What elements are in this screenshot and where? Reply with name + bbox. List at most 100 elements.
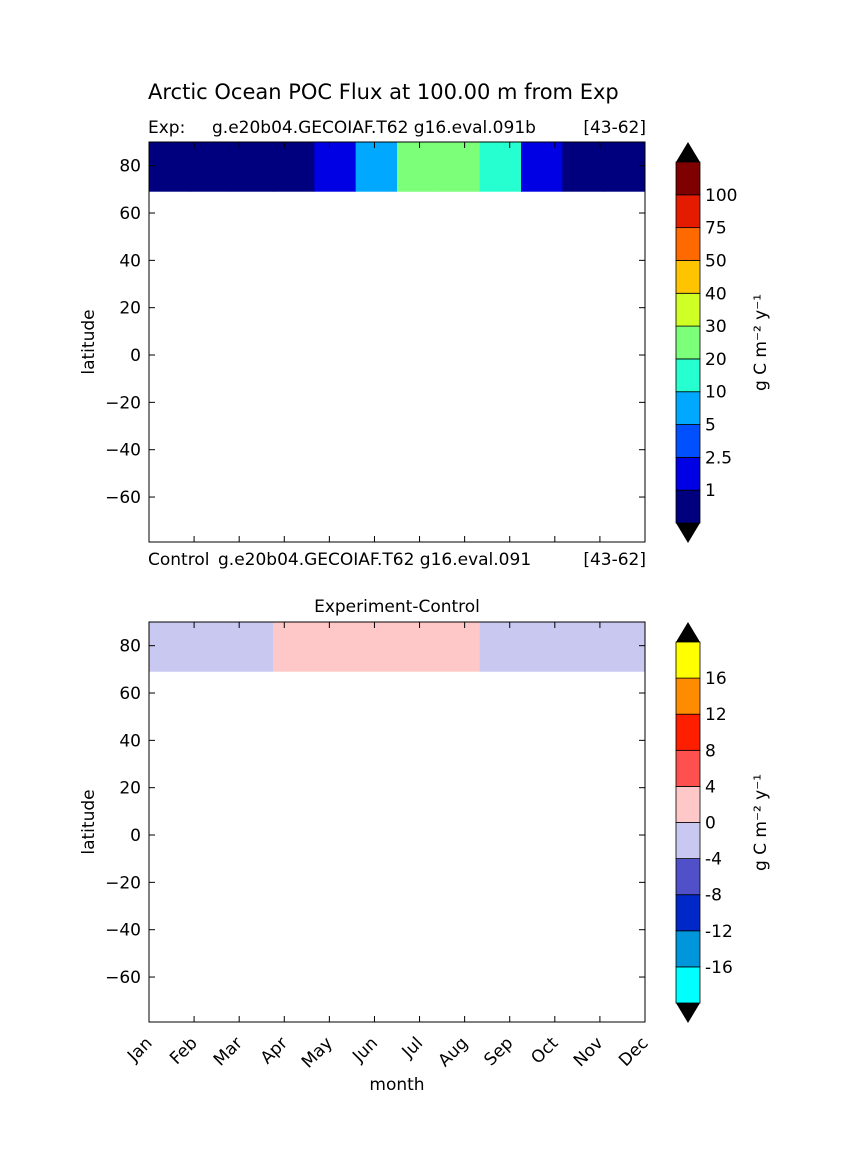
colorbar-extend-min bbox=[676, 1003, 700, 1023]
colorbar-segment bbox=[675, 292, 701, 327]
data-cell bbox=[479, 622, 522, 672]
x-tick-label: Jan bbox=[123, 1033, 156, 1066]
x-axis-label: month bbox=[369, 1075, 424, 1095]
colorbar-segment bbox=[675, 749, 701, 787]
y-tick-label: −20 bbox=[105, 393, 141, 413]
plot-frame bbox=[148, 141, 646, 543]
data-cell bbox=[231, 142, 274, 192]
data-cell bbox=[397, 142, 439, 192]
x-tick-label: Apr bbox=[257, 1033, 292, 1068]
y-tick-label: −60 bbox=[105, 968, 141, 988]
colorbar-segment bbox=[675, 641, 701, 679]
colorbar-segment bbox=[675, 677, 701, 715]
colorbar-segment bbox=[675, 456, 701, 491]
colorbar-tick-label: 100 bbox=[705, 186, 737, 206]
y-tick-label: 40 bbox=[119, 731, 141, 751]
figure-title: Arctic Ocean POC Flux at 100.00 m from E… bbox=[148, 80, 619, 104]
colorbar-segment bbox=[675, 358, 701, 393]
x-tick-label: Nov bbox=[570, 1033, 608, 1071]
colorbar-tick-label: 30 bbox=[705, 317, 727, 337]
bottom-left-label: Control bbox=[148, 550, 209, 570]
colorbar-tick-label: 50 bbox=[705, 251, 727, 271]
y-tick-label: 40 bbox=[119, 251, 141, 271]
bottom-case: g.e20b04.GECOIAF.T62 g16.eval.091 bbox=[218, 550, 531, 570]
top-case: g.e20b04.GECOIAF.T62 g16.eval.091b bbox=[212, 118, 536, 138]
y-tick-label: −60 bbox=[105, 488, 141, 508]
x-tick-label: Jun bbox=[348, 1033, 382, 1067]
data-cell bbox=[603, 142, 646, 192]
colorbar-tick-label: -8 bbox=[705, 886, 722, 906]
data-cell bbox=[231, 622, 274, 672]
y-tick-label: 80 bbox=[119, 637, 141, 657]
colorbar-1: 1 2.5 5 10 20 30 40 50 75 100 g C m⁻² y⁻¹ bbox=[675, 142, 771, 543]
data-cell bbox=[397, 622, 439, 672]
colorbar-tick-label: -4 bbox=[705, 850, 722, 870]
y-axis-label: latitude bbox=[79, 309, 99, 374]
x-tick-label: May bbox=[298, 1033, 337, 1072]
colorbar-segment bbox=[675, 822, 701, 859]
colorbar-tick-label: 20 bbox=[705, 350, 727, 370]
colorbar-segment bbox=[675, 424, 701, 458]
colorbar-tick-label: 0 bbox=[705, 814, 716, 834]
colorbar-tick-label: 5 bbox=[705, 416, 716, 436]
diff-title: Experiment-Control bbox=[314, 597, 480, 617]
y-tick-label: 80 bbox=[119, 157, 141, 177]
data-cell bbox=[190, 622, 233, 672]
colorbar-tick-label: -12 bbox=[705, 922, 733, 942]
colorbar-segment bbox=[675, 894, 701, 932]
colorbar-segment bbox=[675, 227, 701, 261]
colorbar-segment bbox=[675, 966, 701, 1004]
colorbar-label: g C m⁻² y⁻¹ bbox=[751, 774, 771, 871]
colorbar-tick-label: 40 bbox=[705, 284, 727, 304]
colorbar-tick-label: 16 bbox=[705, 669, 727, 689]
data-cell bbox=[355, 622, 398, 672]
colorbar-segment bbox=[675, 260, 701, 294]
y-tick-label: 0 bbox=[130, 346, 141, 366]
data-cell bbox=[149, 622, 191, 672]
data-cell bbox=[603, 622, 646, 672]
colorbar-tick-label: -16 bbox=[705, 958, 733, 978]
y-tick-label: 20 bbox=[119, 299, 141, 319]
colorbar-label: g C m⁻² y⁻¹ bbox=[751, 294, 771, 391]
data-cell bbox=[355, 142, 398, 192]
data-cell bbox=[190, 142, 233, 192]
y-axis-label: latitude bbox=[79, 789, 99, 854]
y-tick-label: −40 bbox=[105, 921, 141, 941]
data-cell bbox=[314, 622, 357, 672]
x-tick-label: Oct bbox=[527, 1033, 562, 1068]
data-cell bbox=[562, 622, 605, 672]
colorbar-segment bbox=[675, 489, 701, 524]
colorbar-extend-max bbox=[676, 622, 700, 642]
x-tick-label: Jul bbox=[398, 1033, 427, 1062]
data-cell bbox=[562, 142, 605, 192]
x-tick-label: Sep bbox=[480, 1033, 517, 1070]
data-cell bbox=[438, 142, 481, 192]
x-tick-label: Feb bbox=[166, 1033, 201, 1068]
plot-frame bbox=[148, 621, 646, 1023]
colorbar-segment bbox=[675, 713, 701, 751]
colorbar-segment bbox=[675, 161, 701, 196]
data-cell bbox=[438, 622, 481, 672]
data-cell bbox=[521, 622, 563, 672]
y-tick-label: 0 bbox=[130, 826, 141, 846]
colorbar-segment bbox=[675, 930, 701, 968]
data-cell bbox=[149, 142, 191, 192]
y-tick-label: −40 bbox=[105, 441, 141, 461]
colorbar-tick-label: 10 bbox=[705, 383, 727, 403]
bottom-years: [43-62] bbox=[583, 550, 646, 570]
colorbar-segment bbox=[675, 194, 701, 229]
colorbar-tick-label: 4 bbox=[705, 777, 716, 797]
colorbar-tick-label: 1 bbox=[705, 481, 716, 501]
colorbar-tick-label: 2.5 bbox=[705, 448, 732, 468]
top-years: [43-62] bbox=[583, 118, 646, 138]
x-tick-label: Aug bbox=[435, 1033, 473, 1071]
colorbar-segment bbox=[675, 391, 701, 425]
data-cell bbox=[273, 142, 315, 192]
colorbar-extend-min bbox=[676, 523, 700, 543]
panel-1: 80 60 40 20 0 −20 −40 −60 latitude 1 2.5 5 10 20 30 40 5… bbox=[79, 141, 771, 543]
y-tick-label: 60 bbox=[119, 204, 141, 224]
colorbar-tick-label: 12 bbox=[705, 705, 727, 725]
colorbar-segment bbox=[675, 858, 701, 896]
colorbar-segment bbox=[675, 786, 701, 823]
